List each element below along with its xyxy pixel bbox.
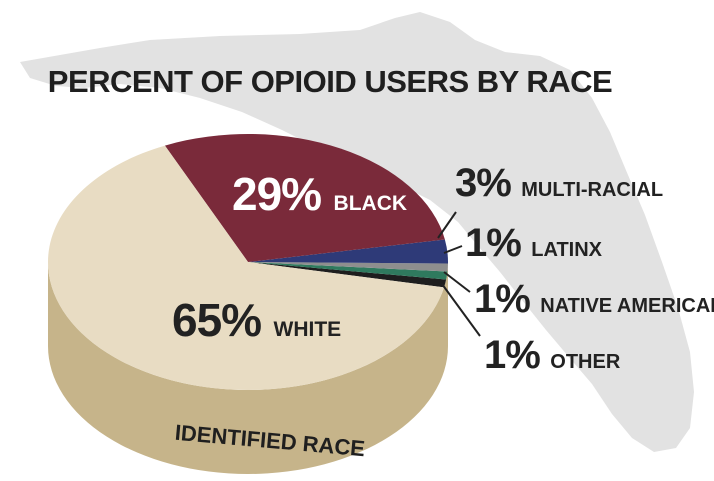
- leader-line-latinx: [443, 245, 463, 254]
- slice-label-multi-racial: 3% MULTI-RACIAL: [455, 161, 663, 205]
- pie-slice-white: [48, 145, 445, 390]
- slice-name-latinx: LATINX: [531, 239, 602, 261]
- pie-side-band: [48, 262, 448, 474]
- slice-label-other: 1% OTHER: [484, 333, 621, 377]
- pie-slice-other: [248, 262, 447, 288]
- leader-line-native-american: [443, 271, 471, 293]
- slice-label-white: 65% WHITE: [172, 294, 341, 346]
- florida-map-shape: [20, 12, 694, 452]
- pie-slice-latinx: [248, 262, 448, 272]
- slice-name-other: OTHER: [550, 351, 621, 373]
- pie-slice-black: [164, 134, 445, 262]
- slice-pct-white: 65%: [172, 294, 261, 346]
- slice-name-white: WHITE: [274, 318, 342, 341]
- slice-label-black: 29% BLACK: [232, 168, 407, 220]
- slice-pct-black: 29%: [232, 168, 321, 220]
- leader-line-other: [441, 283, 481, 337]
- slice-pct-other: 1%: [484, 333, 540, 377]
- slice-pct-multi-racial: 3%: [455, 161, 511, 205]
- slice-label-latinx: 1% LATINX: [465, 221, 603, 265]
- leader-line-multi-racial: [437, 211, 457, 239]
- slice-label-native-american: 1% NATIVE AMERICAN: [474, 277, 714, 321]
- chart-title: PERCENT OF OPIOID USERS BY RACE: [48, 64, 612, 99]
- pie-slices: [48, 134, 448, 390]
- slice-name-native-american: NATIVE AMERICAN: [540, 295, 714, 317]
- slice-name-black: BLACK: [334, 192, 408, 215]
- pie-slice-native-american: [248, 262, 448, 280]
- leader-lines: [437, 211, 481, 337]
- slice-name-multi-racial: MULTI-RACIAL: [521, 179, 663, 201]
- pie-slice-multi-racial: [248, 239, 448, 264]
- slice-pct-native-american: 1%: [474, 277, 530, 321]
- slice-pct-latinx: 1%: [465, 221, 521, 265]
